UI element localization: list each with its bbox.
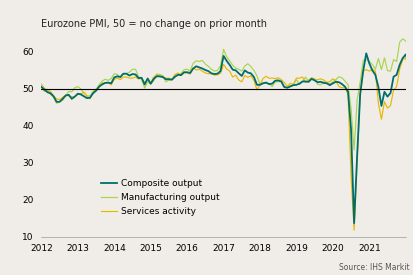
Text: Source: IHS Markit: Source: IHS Markit	[338, 263, 409, 272]
Text: Eurozone PMI, 50 = no change on prior month: Eurozone PMI, 50 = no change on prior mo…	[41, 20, 267, 29]
Legend: Composite output, Manufacturing output, Services activity: Composite output, Manufacturing output, …	[100, 179, 219, 216]
